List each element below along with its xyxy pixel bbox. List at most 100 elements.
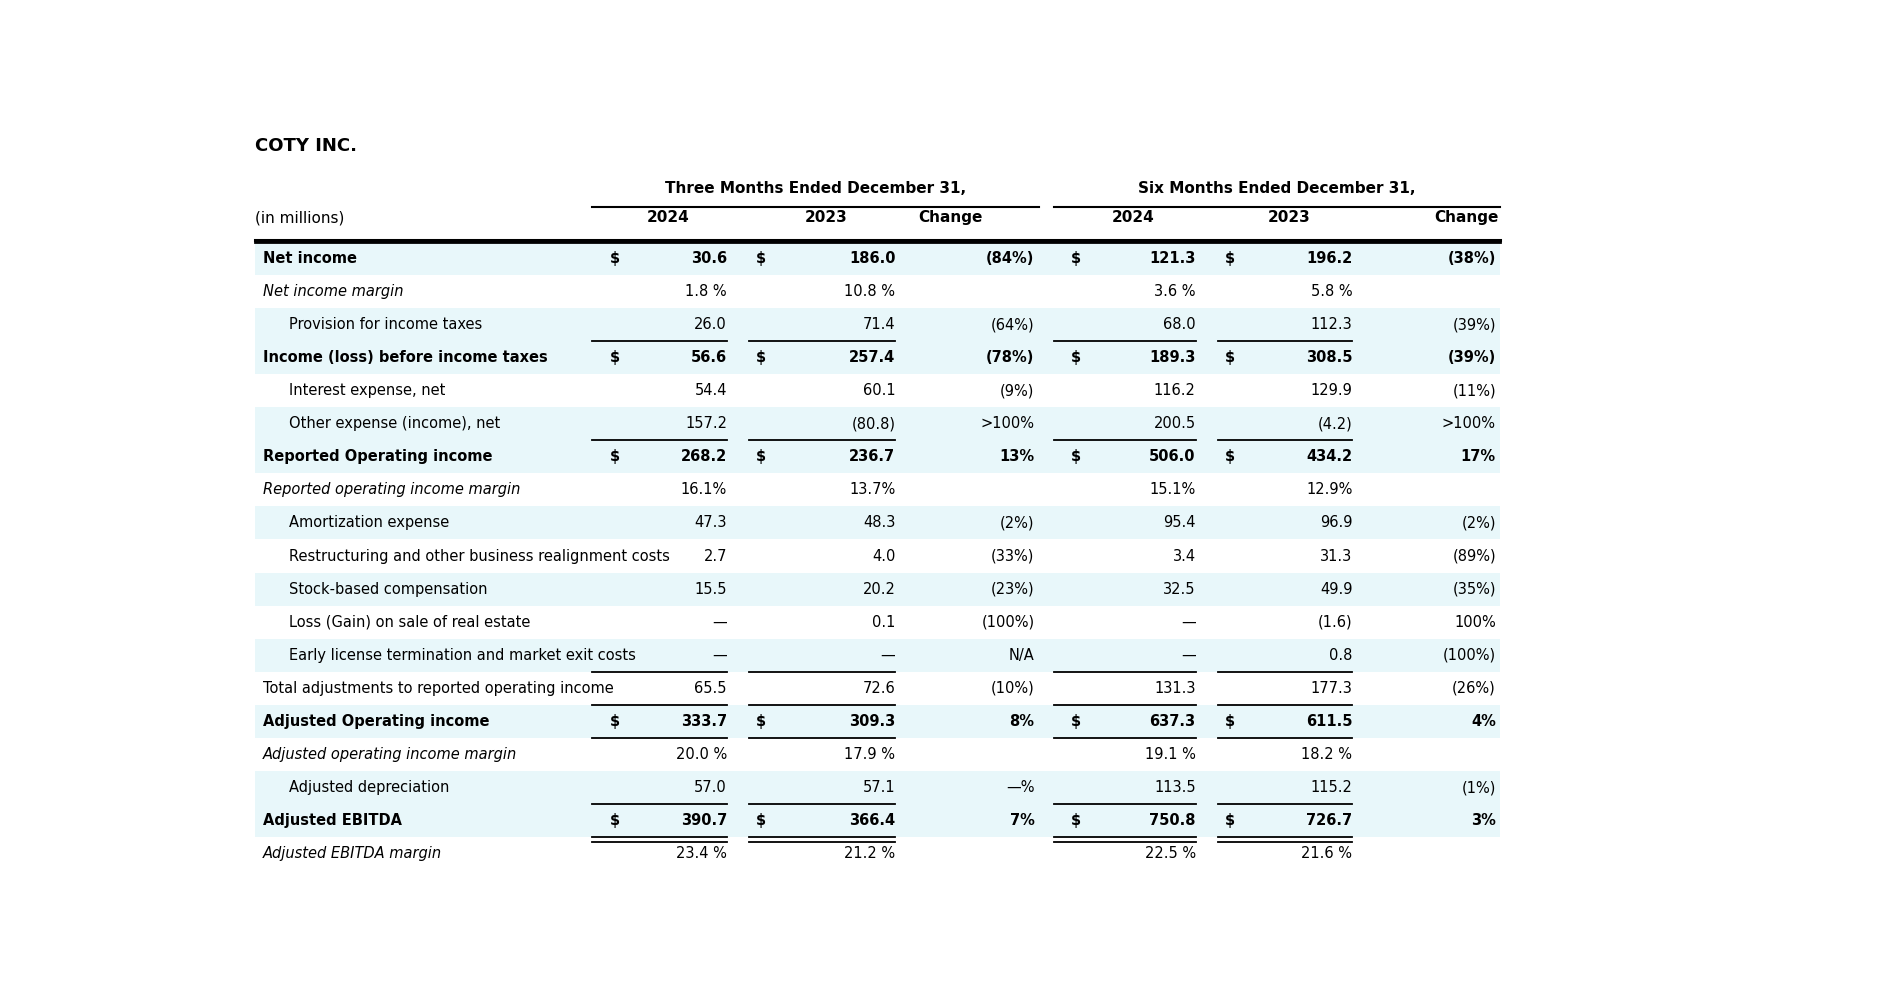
Text: 20.0 %: 20.0 % [676, 747, 727, 762]
Text: 32.5: 32.5 [1162, 581, 1196, 597]
Text: 309.3: 309.3 [848, 714, 895, 729]
Text: 200.5: 200.5 [1152, 416, 1196, 431]
Text: Restructuring and other business realignment costs: Restructuring and other business realign… [289, 549, 669, 564]
Text: 65.5: 65.5 [693, 681, 727, 696]
Text: —: — [1181, 648, 1196, 663]
Text: 186.0: 186.0 [848, 250, 895, 266]
Text: $: $ [610, 450, 620, 464]
Text: N/A: N/A [1009, 648, 1033, 663]
Text: Change: Change [918, 210, 982, 225]
Text: —: — [712, 615, 727, 629]
Text: 129.9: 129.9 [1309, 383, 1353, 398]
Text: 637.3: 637.3 [1149, 714, 1196, 729]
Text: 72.6: 72.6 [861, 681, 895, 696]
Text: $: $ [610, 250, 620, 266]
Text: 23.4 %: 23.4 % [676, 846, 727, 861]
Bar [255, 737, 1500, 771]
Text: 3.4: 3.4 [1171, 549, 1196, 564]
Text: Interest expense, net: Interest expense, net [289, 383, 446, 398]
Text: $: $ [1071, 250, 1081, 266]
Text: 68.0: 68.0 [1162, 317, 1196, 332]
Text: 95.4: 95.4 [1162, 516, 1196, 530]
Text: 611.5: 611.5 [1305, 714, 1353, 729]
Text: 13.7%: 13.7% [848, 482, 895, 497]
Text: 257.4: 257.4 [848, 351, 895, 365]
Text: (100%): (100%) [1441, 648, 1494, 663]
Text: 2024: 2024 [1111, 210, 1154, 225]
Bar [255, 804, 1500, 837]
Text: $: $ [610, 351, 620, 365]
Text: 2023: 2023 [805, 210, 846, 225]
Text: (33%): (33%) [990, 549, 1033, 564]
Text: (78%): (78%) [986, 351, 1033, 365]
Text: 7%: 7% [1009, 813, 1033, 828]
Text: 750.8: 750.8 [1149, 813, 1196, 828]
Text: 26.0: 26.0 [693, 317, 727, 332]
Text: 15.1%: 15.1% [1149, 482, 1196, 497]
Text: 196.2: 196.2 [1305, 250, 1353, 266]
Text: 71.4: 71.4 [861, 317, 895, 332]
Text: 2023: 2023 [1268, 210, 1309, 225]
Bar [255, 374, 1500, 408]
Text: $: $ [1224, 450, 1234, 464]
Text: 60.1: 60.1 [861, 383, 895, 398]
Text: $: $ [1071, 813, 1081, 828]
Text: (2%): (2%) [999, 516, 1033, 530]
Text: 3%: 3% [1470, 813, 1494, 828]
Bar [255, 539, 1500, 573]
Text: (39%): (39%) [1451, 317, 1494, 332]
Text: (23%): (23%) [990, 581, 1033, 597]
Text: 390.7: 390.7 [680, 813, 727, 828]
Text: (89%): (89%) [1451, 549, 1494, 564]
Text: Stock-based compensation: Stock-based compensation [289, 581, 487, 597]
Text: 21.2 %: 21.2 % [844, 846, 895, 861]
Text: 31.3: 31.3 [1319, 549, 1353, 564]
Text: Early license termination and market exit costs: Early license termination and market exi… [289, 648, 635, 663]
Text: 54.4: 54.4 [693, 383, 727, 398]
Text: (10%): (10%) [990, 681, 1033, 696]
Text: (100%): (100%) [980, 615, 1033, 629]
Text: (64%): (64%) [990, 317, 1033, 332]
Text: (4.2): (4.2) [1317, 416, 1353, 431]
Text: 15.5: 15.5 [693, 581, 727, 597]
Text: —: — [880, 648, 895, 663]
Text: Net income: Net income [263, 250, 357, 266]
Text: COTY INC.: COTY INC. [255, 136, 357, 155]
Text: (in millions): (in millions) [255, 210, 344, 225]
Text: $: $ [610, 813, 620, 828]
Bar [255, 771, 1500, 804]
Text: $: $ [756, 714, 765, 729]
Text: Income (loss) before income taxes: Income (loss) before income taxes [263, 351, 548, 365]
Text: Total adjustments to reported operating income: Total adjustments to reported operating … [263, 681, 614, 696]
Text: 4%: 4% [1470, 714, 1494, 729]
Text: 21.6 %: 21.6 % [1302, 846, 1353, 861]
Text: —: — [1181, 615, 1196, 629]
Text: 57.1: 57.1 [861, 780, 895, 795]
Text: 8%: 8% [1009, 714, 1033, 729]
Text: $: $ [756, 351, 765, 365]
Bar [255, 473, 1500, 507]
Text: 308.5: 308.5 [1305, 351, 1353, 365]
Text: Amortization expense: Amortization expense [289, 516, 450, 530]
Text: (9%): (9%) [999, 383, 1033, 398]
Text: 366.4: 366.4 [848, 813, 895, 828]
Text: 131.3: 131.3 [1154, 681, 1196, 696]
Text: 13%: 13% [999, 450, 1033, 464]
Text: $: $ [1224, 813, 1234, 828]
Text: $: $ [1071, 450, 1081, 464]
Text: 112.3: 112.3 [1309, 317, 1353, 332]
Text: 30.6: 30.6 [691, 250, 727, 266]
Text: >100%: >100% [980, 416, 1033, 431]
Text: 2.7: 2.7 [703, 549, 727, 564]
Text: Loss (Gain) on sale of real estate: Loss (Gain) on sale of real estate [289, 615, 531, 629]
Text: 3.6 %: 3.6 % [1154, 284, 1196, 299]
Text: 22.5 %: 22.5 % [1145, 846, 1196, 861]
Text: —%: —% [1005, 780, 1033, 795]
Text: Adjusted depreciation: Adjusted depreciation [289, 780, 450, 795]
Text: $: $ [756, 450, 765, 464]
Text: 16.1%: 16.1% [680, 482, 727, 497]
Text: 10.8 %: 10.8 % [844, 284, 895, 299]
Text: 17%: 17% [1460, 450, 1494, 464]
Text: 48.3: 48.3 [863, 516, 895, 530]
Text: —: — [712, 648, 727, 663]
